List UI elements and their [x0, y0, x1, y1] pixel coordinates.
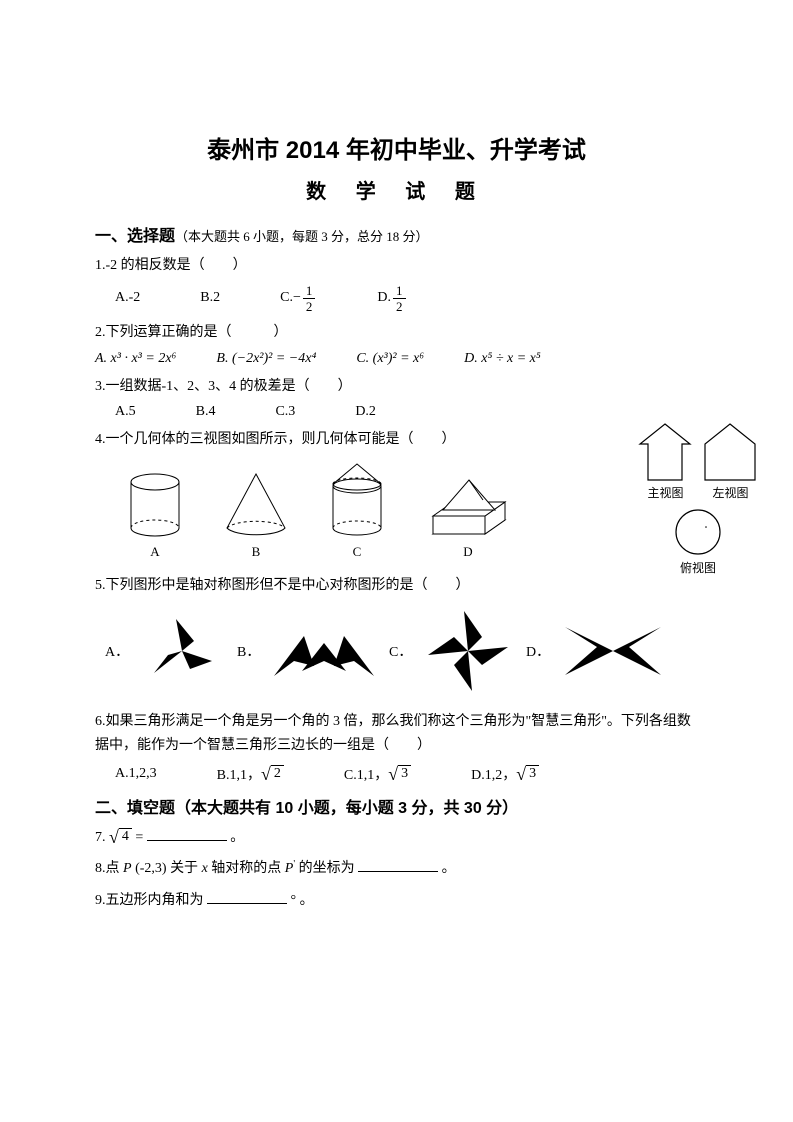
- q7-blank: [147, 826, 227, 841]
- q1-opt-a: A.-2: [115, 290, 140, 306]
- q4-fig-d-label: D: [463, 544, 472, 560]
- q6d-pre: D.1,2，: [471, 764, 516, 784]
- q5-fig-c-icon: [421, 606, 516, 696]
- question-4: 4.一个几何体的三视图如图所示，则几何体可能是（ ）: [95, 428, 698, 452]
- q6c-pre: C.1,1，: [344, 764, 388, 784]
- q9-suf: ° 。: [291, 893, 314, 908]
- q1-opt-c-label: C.: [280, 290, 293, 306]
- q7-pre: 7.: [95, 830, 106, 845]
- q5-fig-b-icon: [269, 616, 379, 686]
- exam-title: 泰州市 2014 年初中毕业、升学考试: [95, 130, 698, 165]
- question-9: 9.五边形内角和为 ° 。: [95, 889, 698, 913]
- question-2: 2.下列运算正确的是（ ）: [95, 321, 698, 345]
- q1d-den: 2: [393, 299, 406, 313]
- question-8: 8.点 P (-2,3) 关于 x 轴对称的点 P' 的坐标为 。: [95, 857, 698, 881]
- q1d-num: 1: [393, 284, 406, 299]
- q6b-rad: 2: [271, 765, 284, 783]
- question-6: 6.如果三角形满足一个角是另一个角的 3 倍，那么我们称这个三角形为"智慧三角形…: [95, 710, 698, 758]
- q4-fig-a-icon: [125, 470, 185, 540]
- q4-left-view-label: 左视图: [712, 484, 748, 501]
- q4-top-view-label: 俯视图: [680, 559, 716, 576]
- q3-opt-d: D.2: [355, 404, 376, 420]
- q9-blank: [207, 889, 287, 904]
- q1-opt-c-sign: −: [293, 290, 301, 306]
- q8-mid: 关于: [170, 861, 202, 876]
- q2-opt-d: D. x⁵ ÷ x = x⁵: [464, 351, 541, 367]
- q2-opt-a: A. x³ · x³ = 2x⁶: [95, 351, 176, 367]
- q8-coords: (-2,3): [135, 861, 167, 876]
- question-5: 5.下列图形中是轴对称图形但不是中心对称图形的是（ ）: [95, 574, 698, 598]
- question-1-options: A.-2 B.2 C. − 12 D. 12: [115, 284, 698, 313]
- question-1: 1.-2 的相反数是（ ）: [95, 254, 698, 278]
- question-3-options: A.5 B.4 C.3 D.2: [115, 404, 698, 420]
- section-1-label: 一、选择题: [95, 228, 175, 245]
- q6b-pre: B.1,1，: [217, 764, 261, 784]
- q7-suf: 。: [230, 830, 244, 845]
- q8-pre: 8.点: [95, 861, 123, 876]
- q4-top-view-icon: [671, 507, 726, 557]
- question-4-figures: A B C: [125, 462, 698, 560]
- section-1-heading: 一、选择题（本大题共 6 小题，每题 3 分，总分 18 分）: [95, 222, 698, 246]
- q8-suf: 。: [442, 861, 456, 876]
- question-3: 3.一组数据-1、2、3、4 的极差是（ ）: [95, 375, 698, 399]
- q8-mid3: 的坐标为: [299, 861, 355, 876]
- q4-main-view-label: 主视图: [647, 484, 683, 501]
- q6b-sqrt: √2: [261, 765, 284, 783]
- q6-opt-b: B.1,1， √2: [217, 764, 284, 784]
- q4-fig-d-icon: [423, 470, 513, 540]
- q8-x: x: [202, 861, 208, 876]
- question-7: 7. √4 = 。: [95, 826, 698, 850]
- q2-opt-c: C. (x³)² = x⁶: [356, 351, 424, 367]
- q3-opt-a: A.5: [115, 404, 136, 420]
- q7-rad: 4: [119, 828, 132, 846]
- q6c-rad: 3: [398, 765, 411, 783]
- q3-opt-c: C.3: [275, 404, 295, 420]
- section-2-heading: 二、填空题（本大题共有 10 小题，每小题 3 分，共 30 分）: [95, 794, 698, 818]
- q2-opt-b: B. (−2x²)² = −4x⁴: [216, 351, 316, 367]
- q4-three-views: 主视图 左视图 俯视图: [638, 422, 758, 576]
- q4-fig-a-label: A: [150, 544, 159, 560]
- q1-opt-c: C. − 12: [280, 284, 317, 313]
- q1-opt-b: B.2: [200, 290, 220, 306]
- q1-opt-d-frac: 12: [393, 284, 406, 313]
- q5-opt-b-label: B．: [237, 641, 261, 661]
- q3-opt-b: B.4: [196, 404, 216, 420]
- q1-opt-d-label: D.: [377, 290, 391, 306]
- q8-mid2: 轴对称的点: [211, 861, 285, 876]
- q6d-sqrt: √3: [516, 765, 539, 783]
- q5-opt-c-label: C．: [389, 641, 413, 661]
- q6-opt-d: D.1,2， √3: [471, 764, 539, 784]
- section-1-note: （本大题共 6 小题，每题 3 分，总分 18 分）: [175, 229, 429, 244]
- q4-fig-c-icon: [327, 462, 387, 540]
- q1-opt-c-frac: 12: [303, 284, 316, 313]
- question-2-options: A. x³ · x³ = 2x⁶ B. (−2x²)² = −4x⁴ C. (x…: [95, 351, 698, 367]
- q4-fig-c-label: C: [353, 544, 362, 560]
- q9-pre: 9.五边形内角和为: [95, 893, 204, 908]
- q4-left-view-icon: [703, 422, 758, 482]
- q5-opt-d-label: D．: [526, 641, 550, 661]
- q6-opt-c: C.1,1， √3: [344, 764, 411, 784]
- q8-p: P: [123, 861, 132, 876]
- q8-blank: [358, 857, 438, 872]
- q5-fig-a-icon: [137, 611, 227, 691]
- q5-opt-a-label: A．: [105, 641, 129, 661]
- q7-eq: =: [135, 830, 146, 845]
- question-5-figures: A． B． C．: [105, 606, 698, 696]
- q6-opt-a: A.1,2,3: [115, 766, 157, 782]
- q1-opt-d: D. 12: [377, 284, 407, 313]
- q6c-sqrt: √3: [388, 765, 411, 783]
- q6d-rad: 3: [526, 765, 539, 783]
- q4-fig-b-label: B: [252, 544, 261, 560]
- q5-fig-d-icon: [558, 616, 668, 686]
- q4-fig-b-icon: [221, 470, 291, 540]
- exam-subtitle: 数 学 试 题: [95, 175, 698, 204]
- q1c-den: 2: [303, 299, 316, 313]
- question-6-options: A.1,2,3 B.1,1， √2 C.1,1， √3 D.1,2， √3: [115, 764, 698, 784]
- q7-sqrt: √4: [109, 828, 132, 846]
- q1c-num: 1: [303, 284, 316, 299]
- q4-main-view-icon: [638, 422, 693, 482]
- q8-prime: ': [293, 859, 295, 870]
